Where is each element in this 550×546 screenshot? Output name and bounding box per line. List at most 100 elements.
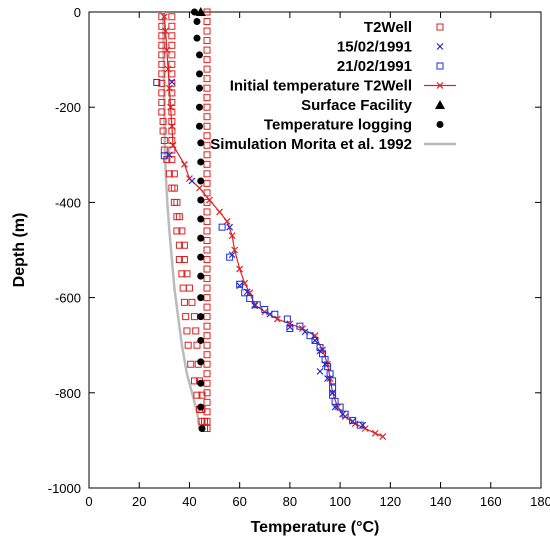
data-point xyxy=(349,416,357,424)
data-point xyxy=(286,323,294,331)
data-point xyxy=(324,363,332,371)
data-point xyxy=(261,308,269,316)
data-point xyxy=(168,51,176,59)
data-point xyxy=(180,160,188,168)
x-tick-label: 140 xyxy=(430,494,452,509)
data-point xyxy=(168,137,176,145)
data-point xyxy=(197,215,205,223)
x-axis-title: Temperature (°C) xyxy=(251,519,380,536)
legend-item: 21/02/1991 xyxy=(337,58,444,75)
legend-marker xyxy=(436,121,444,128)
x-marker-stroke xyxy=(223,218,231,225)
data-point xyxy=(203,84,211,92)
data-point xyxy=(158,51,166,59)
legend-label: 15/02/1991 xyxy=(337,39,412,56)
data-point xyxy=(197,336,205,344)
data-point xyxy=(203,113,211,121)
data-point xyxy=(203,341,211,349)
data-point xyxy=(203,27,211,35)
data-point xyxy=(197,313,205,321)
data-point xyxy=(158,13,166,21)
data-point xyxy=(203,141,211,149)
data-point xyxy=(197,196,205,204)
data-point xyxy=(246,295,254,303)
data-point xyxy=(180,241,188,249)
data-point xyxy=(160,152,168,160)
data-point xyxy=(379,433,387,441)
legend-item: Surface Facility xyxy=(301,97,445,114)
y-axis-ticks: 0 -200 -400 -600 -800 -1000 xyxy=(48,5,541,496)
data-point xyxy=(203,313,211,321)
x-tick-label: 100 xyxy=(329,494,351,509)
data-point xyxy=(203,256,211,264)
data-point xyxy=(216,208,224,216)
x-marker-stroke xyxy=(436,82,444,89)
series-simulation-morita-et-al-1992 xyxy=(162,12,201,429)
data-point xyxy=(203,122,211,130)
data-point xyxy=(195,7,206,16)
data-point xyxy=(197,272,205,280)
data-point xyxy=(197,177,205,185)
data-point xyxy=(158,89,166,97)
x-marker-stroke xyxy=(379,433,387,441)
data-point xyxy=(195,122,203,130)
data-point xyxy=(321,355,329,363)
data-point xyxy=(198,391,206,399)
data-point xyxy=(170,170,178,178)
data-point xyxy=(158,70,166,78)
data-point xyxy=(331,397,339,405)
legend-item: Simulation Morita et al. 1992 xyxy=(210,136,456,153)
data-point xyxy=(203,265,211,273)
data-point xyxy=(253,301,261,309)
data-point xyxy=(203,198,211,206)
data-point xyxy=(203,189,211,197)
data-point xyxy=(168,117,176,125)
data-point xyxy=(203,284,211,292)
data-point xyxy=(158,60,166,68)
data-point xyxy=(203,170,211,178)
x-tick-label: 40 xyxy=(182,494,196,509)
x-marker-stroke xyxy=(273,315,281,323)
data-point xyxy=(371,429,379,437)
data-point xyxy=(203,18,211,26)
data-point xyxy=(168,89,176,97)
legend-marker xyxy=(436,23,444,31)
data-point xyxy=(193,391,201,399)
legend-label: Temperature logging xyxy=(264,117,412,134)
data-point xyxy=(226,223,234,231)
data-point xyxy=(203,379,211,387)
x-marker-stroke xyxy=(324,360,331,368)
x-tick-label: 80 xyxy=(283,494,297,509)
x-tick-label: 20 xyxy=(132,494,146,509)
data-point xyxy=(236,280,244,288)
data-point xyxy=(203,132,211,140)
x-marker-stroke xyxy=(261,308,269,316)
data-point xyxy=(160,137,168,145)
data-point xyxy=(193,341,201,349)
data-point xyxy=(168,32,176,40)
legend-marker xyxy=(436,43,444,50)
data-point xyxy=(203,322,211,330)
data-point xyxy=(218,223,226,231)
data-point xyxy=(271,310,279,318)
data-point xyxy=(196,184,203,192)
legend-label: Simulation Morita et al. 1992 xyxy=(210,136,412,153)
data-point xyxy=(203,151,211,159)
legend: T2Well 15/02/1991 21/02/1991 Initial temper… xyxy=(210,19,456,153)
x-tick-label: 120 xyxy=(379,494,401,509)
data-point xyxy=(197,379,205,387)
data-point xyxy=(193,18,201,26)
data-point xyxy=(197,253,205,261)
data-point xyxy=(336,403,344,411)
data-point xyxy=(203,179,211,187)
data-point xyxy=(158,32,166,40)
data-point xyxy=(178,270,186,278)
data-point xyxy=(203,236,211,244)
data-point xyxy=(188,298,196,306)
x-marker-stroke xyxy=(371,429,379,437)
data-point xyxy=(261,306,269,313)
data-point xyxy=(236,265,244,273)
data-point xyxy=(178,227,186,235)
series-surface-facility xyxy=(195,7,206,16)
y-axis-title: Depth (m) xyxy=(11,213,28,288)
